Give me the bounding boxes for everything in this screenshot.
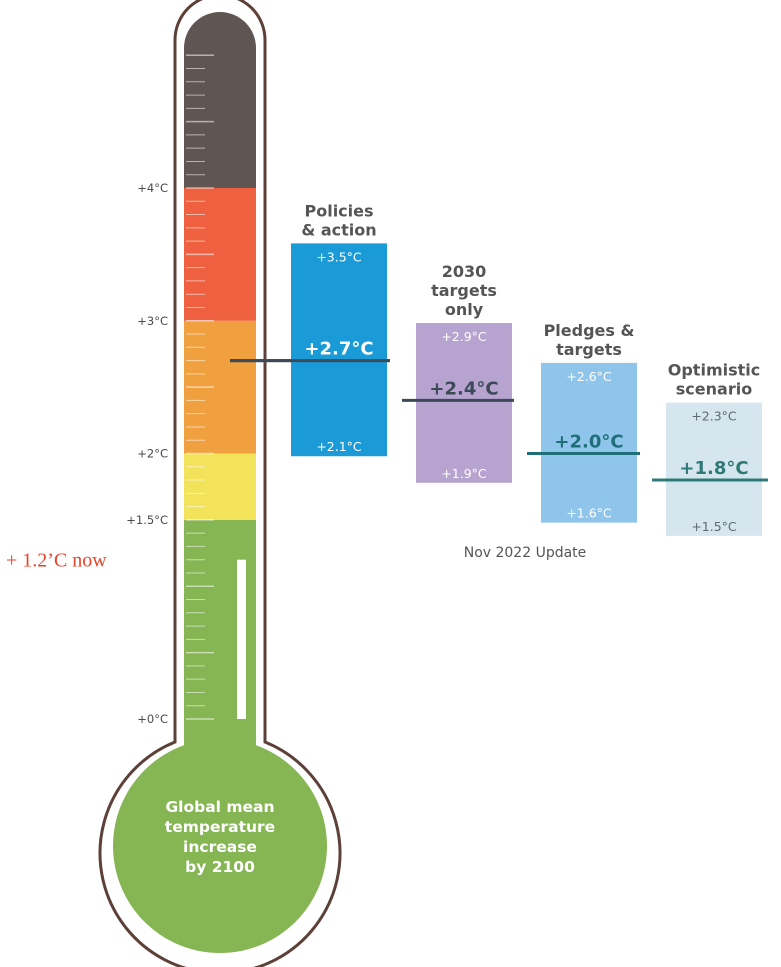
current-warming-bar [237,559,246,719]
scenario-high-label: +2.9°C [441,329,487,344]
scenario-range-bar [416,323,512,483]
thermometer-scale [186,54,214,720]
thermometer-bulb [113,739,327,953]
scenario-low-label: +1.6°C [566,506,612,521]
scenario-2030-targets-only: 2030 targets only +2.9°C +2.4°C +1.9°C [402,262,514,483]
scenario-central-label: +2.0°C [554,432,623,453]
tick-label-0c: +0°C [137,712,168,726]
scenario-central-label: +2.4°C [429,378,498,399]
scenario-title-line-1: Optimistic [668,361,760,380]
caption-line-2: temperature [165,818,275,836]
scenario-title-line-1: 2030 [442,262,487,281]
current-warming-label: + 1.2’C now [6,550,107,572]
tick-label-3c: +3°C [137,314,168,328]
tick-label-2c: +2°C [137,447,168,461]
thermometer-neck [184,715,256,763]
scenario-range-bar [291,243,387,457]
scenario-range-bar [541,362,637,523]
scenario-optimistic: Optimistic scenario +2.3°C +1.8°C +1.5°C [652,361,768,536]
scenario-title-line-3: only [445,300,484,319]
tick-label-1-5c: +1.5°C [126,513,168,527]
scenario-range-bar [666,402,762,536]
tick-label-4c: +4°C [137,181,168,195]
scenario-policies-action: Policies & action +3.5°C +2.7°C +2.1°C [230,201,390,457]
caption-line-1: Global mean [165,798,274,816]
scenario-high-label: +3.5°C [316,249,362,264]
scenario-pledges-targets: Pledges & targets +2.6°C +2.0°C +1.6°C [527,321,640,523]
scenario-central-label: +2.7°C [304,339,373,360]
scenario-title-line-2: scenario [676,380,752,399]
caption-line-4: by 2100 [185,858,255,876]
update-note: Nov 2022 Update [464,545,587,561]
scenario-high-label: +2.6°C [566,369,612,384]
caption-line-3: increase [183,838,257,856]
scenario-high-label: +2.3°C [691,409,737,424]
scenario-title-line-2: targets [431,281,497,300]
tick-labels: +4°C +3°C +2°C +1.5°C +0°C [126,181,168,726]
bulb-caption: Global mean temperature increase by 2100 [165,798,275,876]
scenario-low-label: +1.5°C [691,519,737,534]
thermometer-band-1 [184,453,256,520]
scenario-title-line-1: Pledges & [544,321,635,340]
scenario-title-line-2: targets [556,340,622,359]
scenario-central-label: +1.8°C [679,458,748,479]
scenario-title-line-1: Policies [304,201,373,220]
scenario-title-line-2: & action [301,220,376,239]
scenario-low-label: +1.9°C [441,466,487,481]
thermometer-band-cap [184,12,256,60]
scenario-low-label: +2.1°C [316,439,362,454]
